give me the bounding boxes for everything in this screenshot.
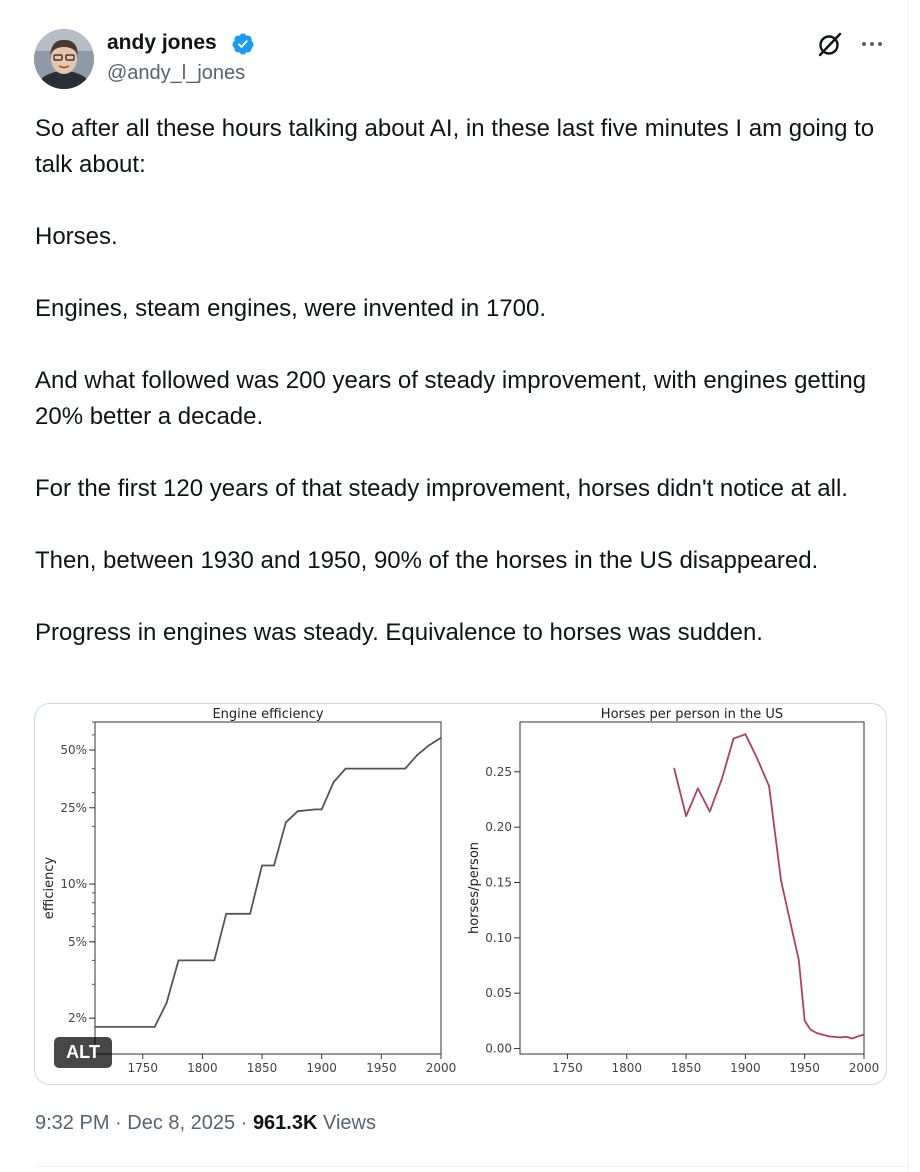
data-point [225,912,228,915]
handle[interactable]: @andy_l_jones [107,62,246,84]
data-point [809,1028,812,1031]
y-tick-label: 0.25 [485,765,512,779]
tweet-time[interactable]: 9:32 PM [35,1112,110,1134]
x-tick-label: 1750 [127,1061,158,1075]
y-tick-label: 0.20 [485,820,512,834]
y-tick-label: 2% [68,1011,87,1025]
data-point [404,767,407,770]
data-point [780,879,782,882]
series-line [95,736,442,1028]
x-tick-label: 1750 [552,1061,583,1075]
grok-icon[interactable] [816,30,844,58]
avatar-image [34,29,94,89]
display-name[interactable]: andy jones [107,31,217,54]
x-tick-label: 1950 [366,1061,397,1075]
data-point [851,1037,854,1040]
avatar[interactable] [34,29,94,89]
y-tick-label: 25% [60,801,87,815]
tweet-date[interactable]: Dec 8, 2025 [127,1112,236,1134]
y-axis-label: horses/person [467,842,482,934]
views-count: 961.3K [252,1112,318,1134]
data-point [756,757,759,760]
data-point [344,767,347,770]
x-tick-label: 2000 [849,1061,880,1075]
data-point [243,912,246,915]
verified-badge-icon[interactable] [231,32,255,56]
data-point [673,767,676,770]
alt-badge[interactable]: ALT [54,1037,112,1068]
plot-frame [94,721,442,1055]
data-point [284,821,287,824]
meta-separator: · [240,1112,248,1134]
y-tick-label: 0.05 [485,986,512,1000]
data-point [273,864,275,867]
plot-frame [519,721,865,1055]
data-point [320,808,323,811]
data-point [744,733,747,736]
chart-title: Engine efficiency [212,707,323,722]
data-point [213,959,216,962]
data-point [440,736,442,739]
meta-separator: · [115,1112,122,1134]
chart-title: Horses per person in the US [601,707,783,722]
y-tick-label: 50% [60,743,87,757]
series-line [673,733,865,1040]
data-point [732,737,735,740]
data-point [428,744,430,747]
data-point [863,1033,865,1036]
data-point [827,1035,830,1038]
tweet-text: So after all these hours talking about A… [35,115,875,646]
x-tick-label: 1900 [730,1061,761,1075]
data-point [720,778,723,781]
data-point [153,1025,156,1028]
data-point [815,1032,818,1034]
x-tick-label: 1850 [671,1061,702,1075]
data-point [261,864,263,867]
tweet-meta: 9:32 PM · Dec 8, 2025 · 961.3K Views [35,1112,376,1135]
x-tick-label: 1900 [306,1061,337,1075]
data-point [94,1025,96,1028]
data-point [332,781,335,784]
data-point [685,815,687,817]
more-icon[interactable] [858,30,886,58]
data-point [768,785,771,788]
x-tick-label: 2000 [426,1061,457,1075]
x-tick-label: 1800 [187,1061,218,1075]
data-point [267,864,269,867]
data-point [803,1019,806,1022]
charts-image: Engine efficiency efficiency 1750 1800 1850 1… [42,707,879,1075]
y-tick-label: 5% [68,935,87,949]
data-point [791,932,794,935]
data-point [314,808,317,811]
y-tick-label: 0.15 [485,875,512,889]
divider [35,1166,908,1167]
x-tick-label: 1950 [789,1061,820,1075]
y-tick-label: 0.10 [485,931,512,945]
data-point [708,810,711,813]
data-point [416,754,419,757]
data-point [249,912,252,915]
data-point [201,959,204,962]
data-point [857,1035,859,1038]
horses-per-person-chart: Horses per person in the US horses/person… [467,707,879,1075]
data-point [697,787,699,790]
right-border [908,0,909,1172]
y-axis-label: efficiency [42,856,57,919]
data-point [797,959,800,961]
data-point [839,1036,842,1039]
data-point [845,1035,848,1038]
data-point [296,810,299,813]
y-tick-label: 10% [60,877,87,891]
views-label: Views [323,1112,376,1134]
tweet-media[interactable]: Engine efficiency efficiency 1750 1800 1850 1… [34,703,887,1085]
engine-efficiency-chart: Engine efficiency efficiency 1750 1800 1850 1… [42,707,456,1075]
x-tick-label: 1850 [247,1061,278,1075]
data-point [165,1002,168,1004]
y-tick-label: 0.00 [485,1041,512,1055]
x-tick-label: 1800 [611,1061,642,1075]
data-point [177,959,180,962]
